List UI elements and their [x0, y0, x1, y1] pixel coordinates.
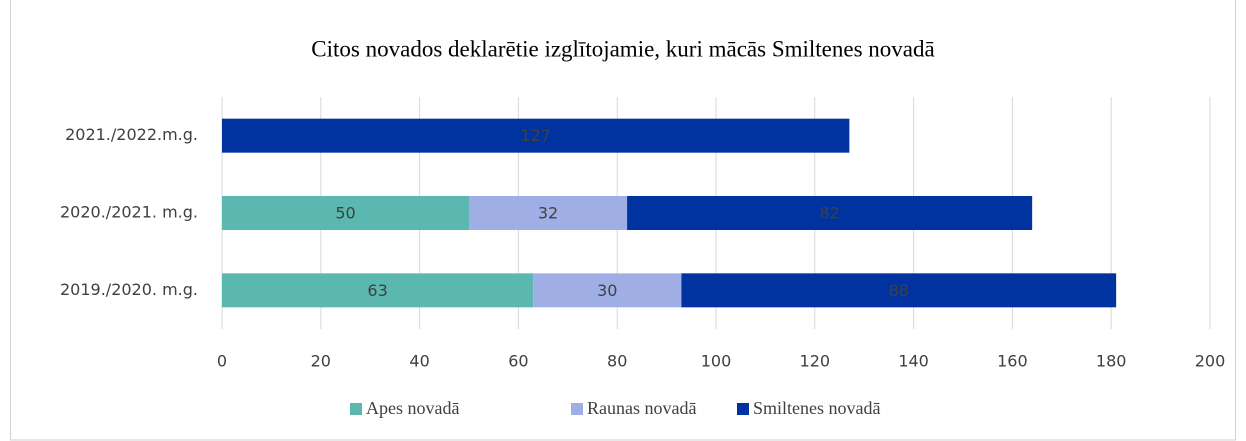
x-tick-label: 140 — [898, 352, 929, 371]
x-tick-label: 40 — [409, 352, 429, 371]
bar-segment — [222, 118, 850, 153]
bar-segment — [681, 273, 1117, 308]
chart-title: Citos novados deklarētie izglītojamie, k… — [311, 36, 934, 61]
x-tick-label: 200 — [1195, 352, 1226, 371]
y-tick-label: 2020./2021. m.g. — [60, 203, 198, 222]
bar-segment — [627, 196, 1033, 230]
data-label: 88 — [889, 281, 909, 300]
y-tick-label: 2021./2022.m.g. — [65, 125, 198, 144]
data-label: 32 — [538, 204, 558, 223]
bar-segment — [222, 196, 469, 230]
x-tick-label: 0 — [217, 352, 227, 371]
x-tick-label: 160 — [997, 352, 1028, 371]
data-label: 30 — [597, 281, 617, 300]
x-tick-label: 80 — [607, 352, 627, 371]
data-label: 82 — [819, 204, 839, 223]
x-tick-label: 100 — [701, 352, 732, 371]
data-label: 50 — [335, 204, 355, 223]
legend-label: Apes novadā — [366, 398, 459, 418]
y-tick-label: 2019./2020. m.g. — [60, 280, 198, 299]
data-label: 63 — [367, 281, 387, 300]
legend-label: Smiltenes novadā — [753, 398, 880, 418]
x-tick-label: 60 — [508, 352, 528, 371]
x-tick-label: 120 — [800, 352, 831, 371]
legend-swatch — [737, 403, 749, 415]
legend-swatch — [571, 403, 583, 415]
x-tick-label: 20 — [311, 352, 331, 371]
x-tick-label: 180 — [1096, 352, 1127, 371]
bar-segment — [469, 196, 628, 230]
legend-label: Raunas novadā — [587, 398, 696, 418]
bar-segment — [222, 273, 534, 308]
bar-segment — [533, 273, 682, 308]
data-label: 127 — [520, 126, 551, 145]
legend-swatch — [350, 403, 362, 415]
